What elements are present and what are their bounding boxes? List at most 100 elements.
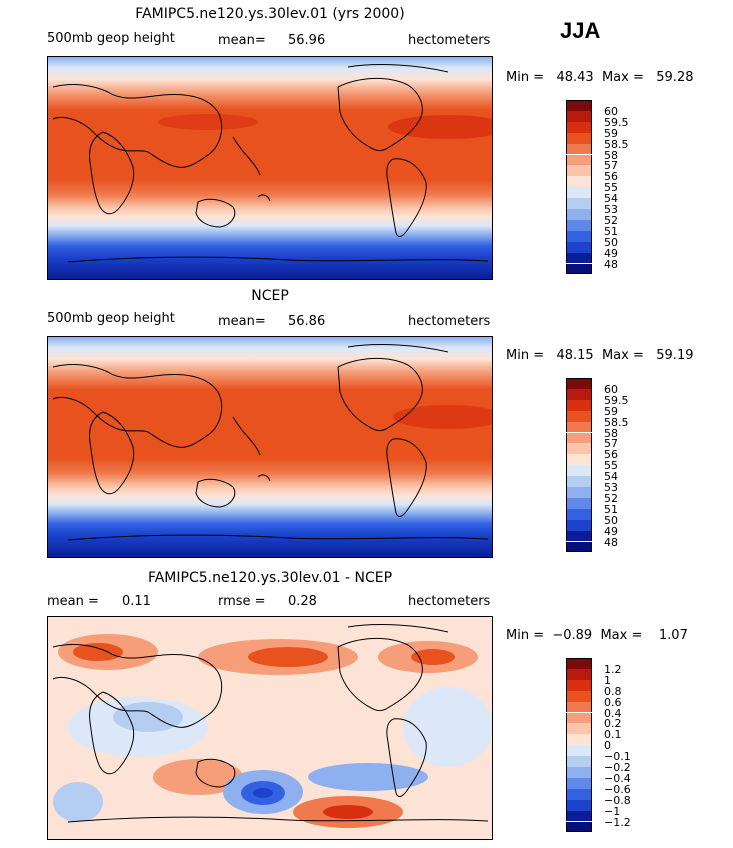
colorbar-level-label: 48 xyxy=(604,257,618,271)
colorbar-level-label: 59.5 xyxy=(604,393,629,407)
colorbar-swatch xyxy=(566,143,592,155)
colorbar-swatch xyxy=(566,701,592,713)
panel-3-mean-value: 0.11 xyxy=(122,594,151,609)
panel-2-map xyxy=(47,336,493,558)
colorbar-swatch xyxy=(566,788,592,800)
colorbar-swatch xyxy=(566,690,592,702)
colorbar-level-label: 0.8 xyxy=(604,684,622,698)
colorbar-swatch xyxy=(566,799,592,811)
colorbar-level-label: 48 xyxy=(604,535,618,549)
colorbar-swatch xyxy=(566,745,592,757)
colorbar-level-label: 58.5 xyxy=(604,415,629,429)
colorbar-level-label: 51 xyxy=(604,224,618,238)
colorbar-level-label: 50 xyxy=(604,235,618,249)
colorbar-level-label: 58.5 xyxy=(604,137,629,151)
colorbar-swatch xyxy=(566,734,592,746)
panel-1-colorbar: 60 59.5 59 58.5 58 57 56 55 54 53 52 51 50 49 48 xyxy=(566,100,629,275)
colorbar-level-label: −0.6 xyxy=(604,782,631,796)
panel-3-rmse-label: rmse = xyxy=(218,594,266,609)
colorbar-level-label: 1 xyxy=(604,673,611,687)
panel-3-units: hectometers xyxy=(408,594,491,609)
colorbar-level-label: 55 xyxy=(604,181,618,195)
colorbar-swatch xyxy=(566,465,592,477)
colorbar-swatch xyxy=(566,132,592,144)
colorbar-level-label: 52 xyxy=(604,213,618,227)
panel-3-mean-label: mean = xyxy=(47,594,99,609)
colorbar-level-label: 49 xyxy=(604,524,618,538)
colorbar-swatch xyxy=(566,519,592,531)
colorbar-level-label: 54 xyxy=(604,470,618,484)
colorbar-swatch xyxy=(566,100,592,111)
colorbar-level-label: 0.1 xyxy=(604,728,622,742)
colorbar-level-label: 49 xyxy=(604,246,618,260)
panel-1-map xyxy=(47,56,493,280)
season-label: JJA xyxy=(560,18,601,43)
colorbar-level-label: 55 xyxy=(604,459,618,473)
colorbar-swatch xyxy=(566,767,592,778)
colorbar-swatch xyxy=(566,410,592,422)
colorbar-swatch xyxy=(566,658,592,669)
colorbar-level-label: 54 xyxy=(604,192,618,206)
panel-3-colorbar: 1.2 1 0.8 0.6 0.4 0.2 0.1 0 −0.1 −0.2 −0.4 −0.6 −0.8… xyxy=(566,658,631,833)
colorbar-swatch xyxy=(566,110,592,122)
panel-3-map xyxy=(47,616,493,840)
colorbar-swatch xyxy=(566,679,592,691)
colorbar-level-label: 59.5 xyxy=(604,115,629,129)
colorbar-swatch xyxy=(566,810,592,822)
colorbar-swatch xyxy=(566,154,592,166)
panel-2-minmax: Min = 48.15 Max = 59.19 xyxy=(506,348,694,363)
panel-1-mean-label: mean= xyxy=(218,33,266,48)
colorbar-level-label: −0.8 xyxy=(604,793,631,807)
colorbar-level-label: 57 xyxy=(604,437,618,451)
colorbar-level-label: 60 xyxy=(604,382,618,396)
colorbar-level-label: 57 xyxy=(604,159,618,173)
panel-3-title: FAMIPC5.ne120.ys.30lev.01 - NCEP xyxy=(147,570,393,586)
colorbar-swatch xyxy=(566,176,592,188)
colorbar-swatch xyxy=(566,443,592,455)
colorbar-level-label: −1.2 xyxy=(604,815,631,829)
panel-2-mean-label: mean= xyxy=(218,314,266,329)
colorbar-swatch xyxy=(566,476,592,487)
colorbar-swatch xyxy=(566,723,592,735)
colorbar-level-label: 50 xyxy=(604,513,618,527)
panel-2-units: hectometers xyxy=(408,314,491,329)
colorbar-swatch xyxy=(566,777,592,789)
colorbar-level-label: 59 xyxy=(604,126,618,140)
colorbar-swatch xyxy=(566,399,592,411)
panel-1-units: hectometers xyxy=(408,33,491,48)
colorbar-swatch xyxy=(566,252,592,264)
colorbar-swatch xyxy=(566,241,592,253)
colorbar-swatch xyxy=(566,219,592,231)
panel-3-rmse-value: 0.28 xyxy=(288,594,317,609)
panel-2-colorbar: 60 59.5 59 58.5 58 57 56 55 54 53 52 51 50 49 48 xyxy=(566,378,629,553)
panel-1-title: FAMIPC5.ne120.ys.30lev.01 (yrs 2000) xyxy=(135,6,405,22)
colorbar-level-label: 60 xyxy=(604,104,618,118)
colorbar-level-label: 58 xyxy=(604,426,618,440)
colorbar-swatch xyxy=(566,712,592,724)
colorbar-swatch xyxy=(566,530,592,542)
panel-3-minmax: Min = −0.89 Max = 1.07 xyxy=(506,628,688,643)
colorbar-swatch xyxy=(566,454,592,466)
colorbar-swatch xyxy=(566,198,592,209)
colorbar-level-label: −1 xyxy=(604,804,621,818)
panel-1-variable-label: 500mb geop height xyxy=(47,31,175,46)
colorbar-swatch xyxy=(566,388,592,400)
colorbar-swatch xyxy=(566,487,592,498)
colorbar-swatch xyxy=(566,121,592,133)
panel-1-mean-value: 56.96 xyxy=(288,33,326,48)
colorbar-swatch xyxy=(566,508,592,520)
colorbar-swatch xyxy=(566,821,592,833)
colorbar-level-label: 0 xyxy=(604,739,611,753)
colorbar-level-label: 0.2 xyxy=(604,717,622,731)
colorbar-level-label: −0.1 xyxy=(604,750,631,764)
colorbar-level-label: 51 xyxy=(604,502,618,516)
colorbar-level-label: 52 xyxy=(604,491,618,505)
colorbar-level-label: −0.4 xyxy=(604,771,631,785)
colorbar-level-label: 53 xyxy=(604,481,618,494)
colorbar-swatch xyxy=(566,165,592,177)
colorbar-swatch xyxy=(566,263,592,275)
colorbar-level-label: 56 xyxy=(604,170,618,184)
colorbar-level-label: 0.6 xyxy=(604,695,622,709)
colorbar-level-label: −0.2 xyxy=(604,761,631,774)
colorbar-level-label: 56 xyxy=(604,448,618,462)
